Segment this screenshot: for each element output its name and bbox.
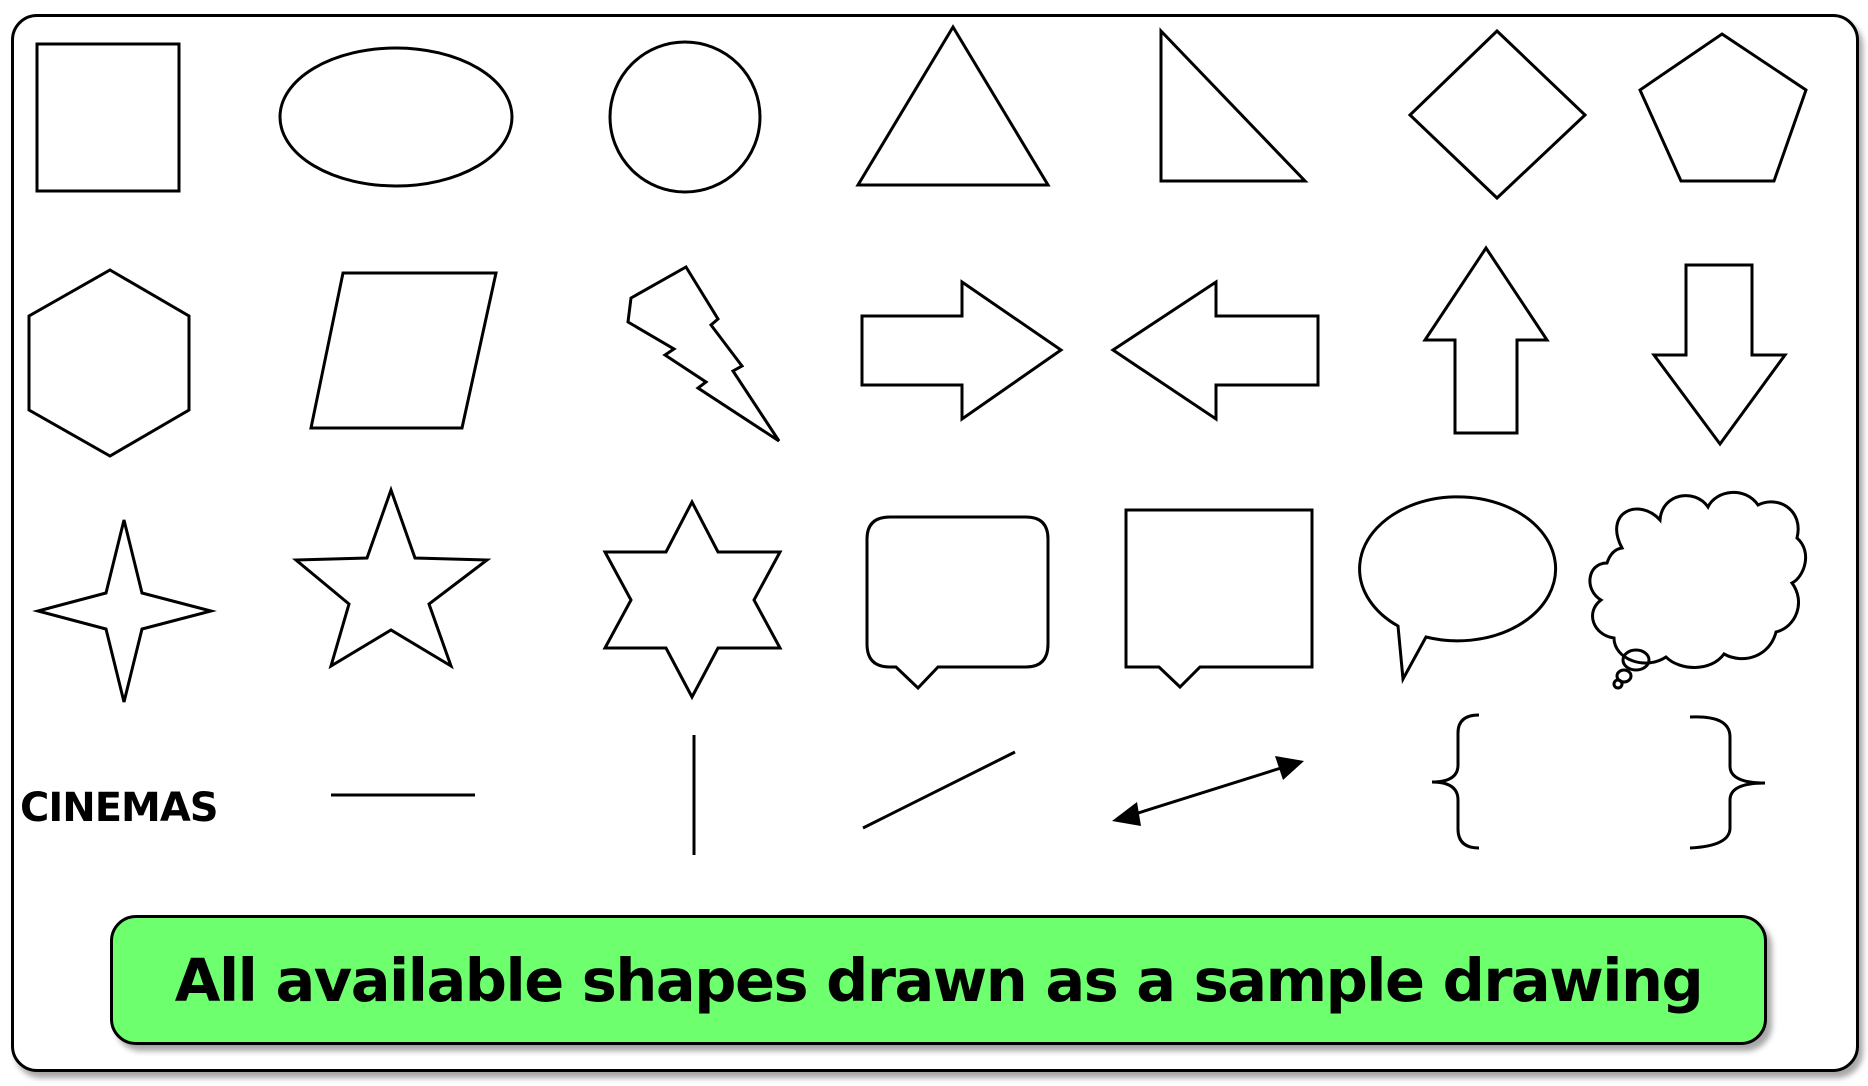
cloud-thought-bubble-small-icon	[1612, 678, 1624, 690]
right-arrow-shape[interactable]	[860, 279, 1064, 422]
caption-banner: All available shapes drawn as a sample d…	[110, 915, 1767, 1045]
hexagon-shape[interactable]	[27, 268, 191, 458]
double-arrow-left-head-icon	[1112, 802, 1141, 826]
down-arrow-shape[interactable]	[1651, 263, 1788, 447]
rectangle-callout-shape[interactable]	[1124, 508, 1314, 690]
left-arrow-shape[interactable]	[1110, 279, 1320, 422]
caption-text: All available shapes drawn as a sample d…	[174, 945, 1704, 1015]
double-arrow-line-shape[interactable]	[1134, 766, 1282, 816]
right-brace-shape[interactable]	[1689, 715, 1766, 850]
ellipse-shape[interactable]	[278, 46, 514, 188]
up-arrow-shape[interactable]	[1422, 245, 1550, 435]
text-box-label[interactable]: CINEMAS	[20, 785, 219, 831]
cloud-thought-bubble-medium-icon	[1615, 668, 1633, 684]
cloud-thought-bubble-large-icon	[1621, 648, 1651, 672]
pentagon-shape[interactable]	[1638, 32, 1808, 183]
diagonal-line-shape[interactable]	[862, 750, 1016, 830]
triangle-shape[interactable]	[855, 24, 1051, 187]
drawing-canvas	[11, 14, 1859, 1072]
oval-callout-shape[interactable]	[1358, 495, 1558, 685]
rounded-rectangle-callout-shape[interactable]	[865, 515, 1050, 691]
five-point-star-shape[interactable]	[291, 485, 492, 670]
parallelogram-shape[interactable]	[309, 271, 498, 430]
double-arrow-right-head-icon	[1275, 756, 1304, 780]
lightning-bolt-shape[interactable]	[626, 264, 781, 443]
square-shape[interactable]	[35, 42, 181, 193]
right-triangle-shape[interactable]	[1159, 27, 1309, 183]
left-brace-shape[interactable]	[1431, 713, 1480, 850]
cloud-callout-shape[interactable]	[1588, 490, 1808, 669]
diamond-shape[interactable]	[1407, 28, 1588, 201]
four-point-star-shape[interactable]	[32, 519, 217, 703]
six-point-star-shape[interactable]	[602, 498, 783, 701]
circle-shape[interactable]	[608, 40, 762, 194]
